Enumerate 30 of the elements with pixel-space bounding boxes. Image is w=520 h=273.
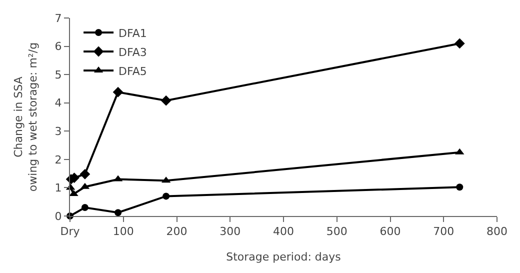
point — [80, 168, 90, 180]
y-tick-label: 4 — [54, 96, 62, 110]
legend-label: DFA5 — [118, 64, 147, 78]
point — [454, 38, 465, 49]
x-tick-label: 600 — [380, 225, 401, 238]
y-tick-label: 3 — [54, 124, 62, 138]
x-tick-label: 300 — [220, 225, 241, 238]
x-tick-label: 700 — [433, 225, 454, 238]
y-tick-label: 2 — [54, 153, 62, 166]
point — [160, 95, 172, 106]
x-tick-label: 500 — [326, 225, 348, 238]
y-tick-label: 6 — [54, 40, 62, 54]
x-axis-title: Storage period: days — [226, 250, 342, 264]
y-tick-label: 0 — [54, 210, 62, 223]
point — [162, 192, 170, 200]
x-tick-label: 400 — [273, 225, 294, 238]
point — [456, 184, 464, 191]
legend-label: DFA1 — [118, 26, 147, 40]
x-tick-label: 100 — [112, 225, 134, 238]
y-tick-label: 1 — [54, 182, 62, 195]
y-tick-label: 7 — [54, 12, 62, 25]
point — [81, 204, 88, 212]
y-axis-title: Change in SSA owing to wet storage: m²/g — [12, 42, 40, 192]
point — [112, 86, 124, 98]
x-tick-label: 800 — [486, 225, 508, 238]
point — [114, 209, 122, 216]
x-tick-label: 200 — [166, 225, 188, 238]
legend-label: DFA3 — [118, 46, 147, 59]
x-tick-label: Dry — [60, 225, 80, 238]
y-tick-label: 5 — [54, 68, 62, 82]
